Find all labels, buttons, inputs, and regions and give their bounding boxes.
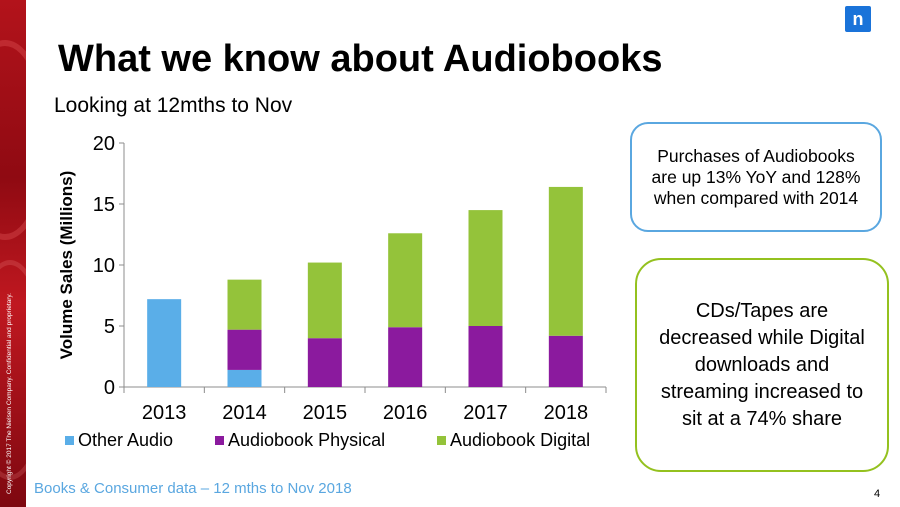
bar-audiobook-physical-2017 [468,326,503,387]
left-decorative-band: Copyright © 2017 The Nielsen Company. Co… [0,0,26,507]
callout-purchases: Purchases of Audiobooks are up 13% YoY a… [630,122,882,232]
bar-audiobook-physical-2018 [548,335,583,387]
callout-format-share-text: CDs/Tapes are decreased while Digital do… [659,299,865,430]
x-tick-label: 2014 [222,402,267,424]
page-number: 4 [874,488,881,500]
bar-other-audio-2014 [227,369,262,387]
legend-label: Audiobook Digital [450,430,590,450]
bar-audiobook-physical-2014 [227,329,262,370]
y-tick-label: 10 [93,255,115,277]
bar-audiobook-physical-2016 [388,327,423,387]
legend-swatch [215,436,224,445]
band-swirl [0,260,26,480]
bar-audiobook-digital-2016 [388,233,423,328]
data-source-footer: Books & Consumer data – 12 mths to Nov 2… [34,480,352,497]
x-tick-label: 2013 [142,402,187,424]
bar-audiobook-physical-2015 [307,338,342,387]
slide-subtitle: Looking at 12mths to Nov [54,94,293,117]
bar-audiobook-digital-2014 [227,279,262,330]
bar-audiobook-digital-2017 [468,210,503,326]
callout-purchases-text: Purchases of Audiobooks are up 13% YoY a… [651,145,861,208]
slide-title: What we know about Audiobooks [58,38,663,80]
legend-label: Audiobook Physical [228,430,385,450]
callout-format-share: CDs/Tapes are decreased while Digital do… [635,258,889,472]
y-axis-title: Volume Sales (Millions) [57,171,76,360]
y-tick-label: 5 [104,316,115,338]
band-swirl [0,40,26,240]
x-tick-label: 2016 [383,402,428,424]
legend-label: Other Audio [78,430,173,450]
legend-swatch [437,436,446,445]
x-tick-label: 2015 [303,402,348,424]
nielsen-logo-icon: n [845,6,871,32]
bar-other-audio-2013 [147,299,182,387]
y-tick-label: 20 [93,133,115,155]
bar-audiobook-digital-2018 [548,186,583,336]
y-tick-label: 0 [104,377,115,399]
x-tick-label: 2017 [463,402,508,424]
x-tick-label: 2018 [544,402,589,424]
bar-audiobook-digital-2015 [307,262,342,339]
legend-swatch [65,436,74,445]
y-tick-label: 15 [93,194,115,216]
